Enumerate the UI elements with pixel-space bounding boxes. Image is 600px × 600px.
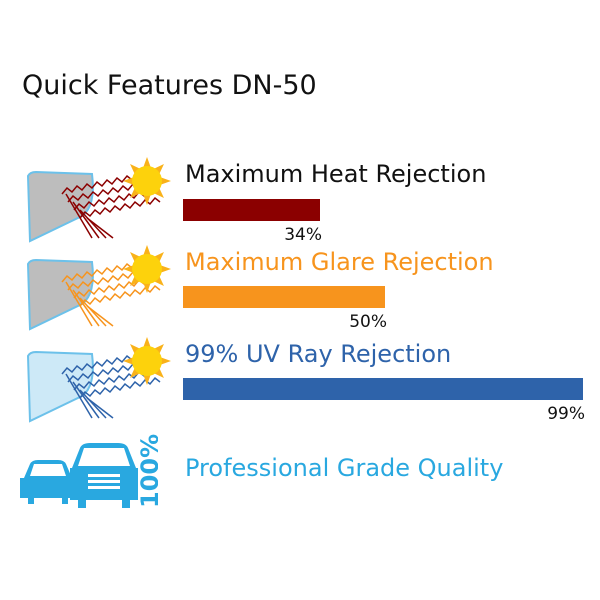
cars-icon: 100% (20, 434, 158, 508)
quality-label: Professional Grade Quality (185, 454, 504, 482)
feature-bar (183, 378, 583, 400)
feature-bar (183, 286, 385, 308)
feature-label: 99% UV Ray Rejection (185, 340, 452, 368)
feature-label: Maximum Glare Rejection (185, 248, 494, 276)
feature-value-label: 50% (349, 312, 387, 332)
windshield-uv-rays-sun-icon (26, 337, 171, 423)
feature-value-label: 99% (547, 404, 585, 424)
feature-bar (183, 199, 320, 221)
page-title: Quick Features DN-50 (22, 70, 317, 101)
feature-label: Maximum Heat Rejection (185, 160, 487, 188)
feature-value-label: 34% (284, 225, 322, 245)
quality-badge: 100% (136, 434, 158, 508)
windshield-glare-rays-sun-icon (26, 245, 171, 331)
windshield-heat-rays-sun-icon (26, 157, 171, 243)
